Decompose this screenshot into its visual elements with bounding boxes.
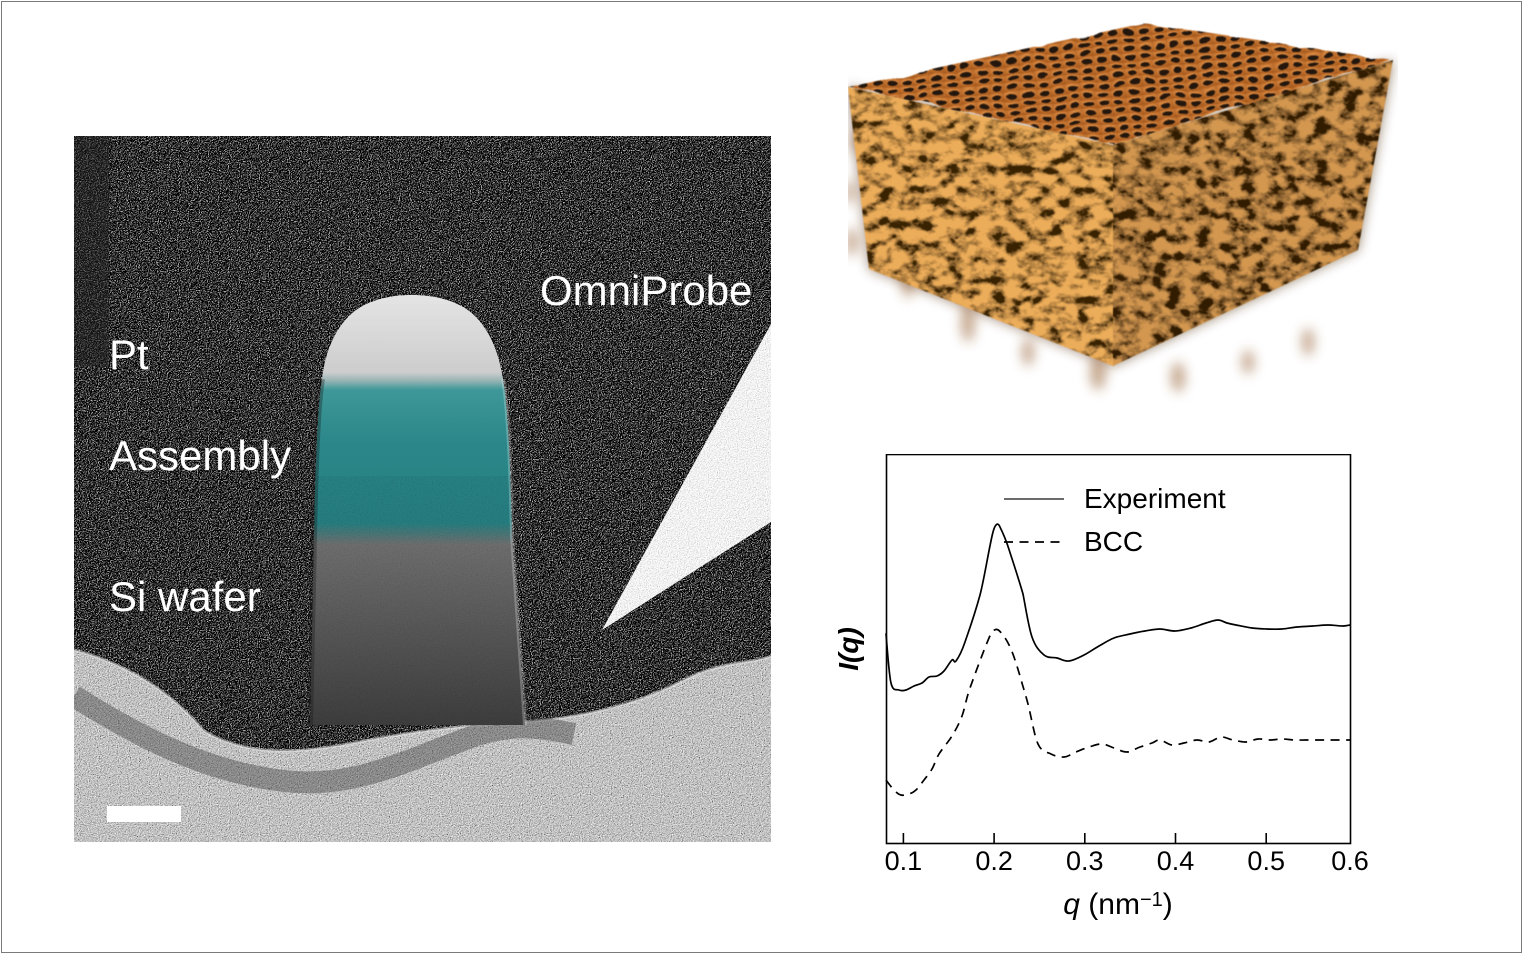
svg-text:Si wafer: Si wafer [109, 573, 261, 620]
svg-text:Pt: Pt [109, 331, 149, 378]
svg-text:0.2: 0.2 [975, 846, 1013, 876]
svg-text:q (nm−1): q (nm−1) [1063, 888, 1173, 921]
svg-text:I(q): I(q) [838, 627, 864, 671]
svg-text:0.6: 0.6 [1331, 846, 1369, 876]
svg-text:0.3: 0.3 [1066, 846, 1104, 876]
svg-text:0.1: 0.1 [885, 846, 923, 876]
svg-text:BCC: BCC [1084, 526, 1143, 557]
svg-text:0.4: 0.4 [1157, 846, 1195, 876]
svg-text:0.5: 0.5 [1247, 846, 1285, 876]
svg-text:OmniProbe: OmniProbe [540, 267, 752, 314]
svg-text:Experiment: Experiment [1084, 483, 1226, 514]
svg-text:Assembly: Assembly [109, 432, 291, 479]
